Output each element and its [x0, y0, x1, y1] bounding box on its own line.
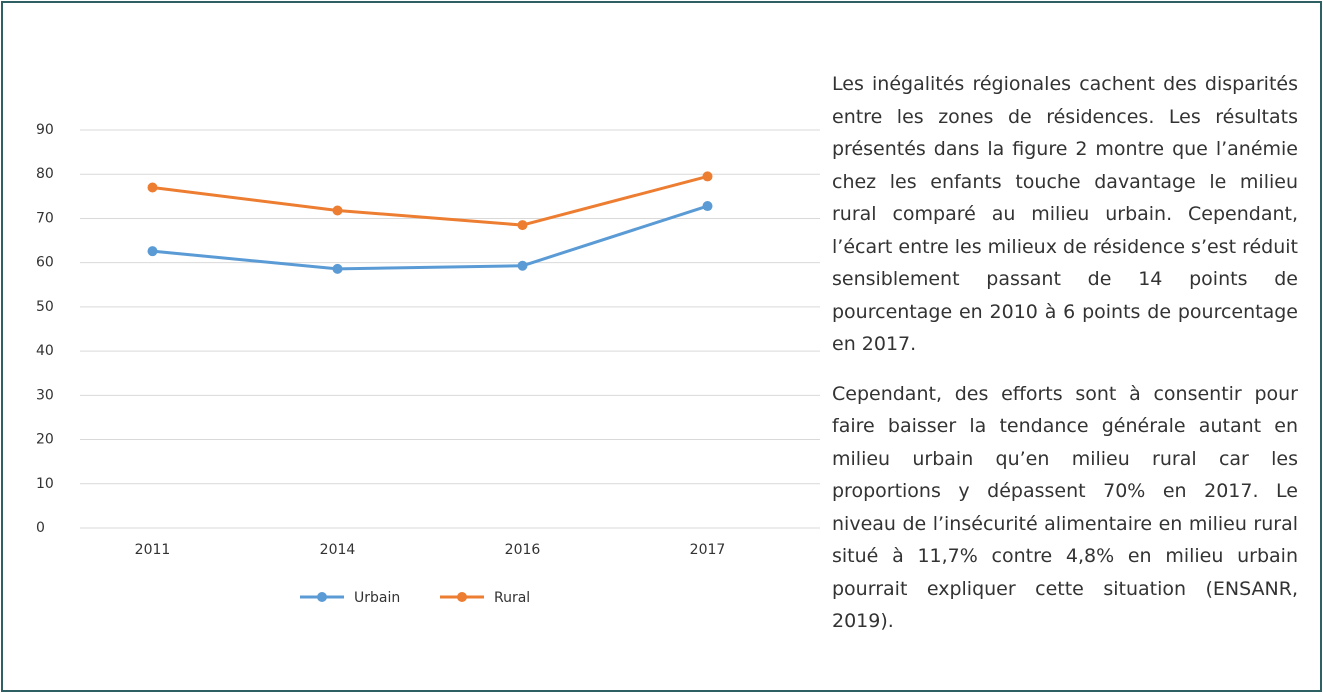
point — [517, 260, 528, 271]
paragraph: Les inégalités régionales cachent des di… — [832, 73, 1298, 355]
point — [702, 171, 713, 182]
y-tick-label: 90 — [36, 122, 54, 138]
series-line — [152, 174, 708, 227]
x-tick-label: 2011 — [135, 542, 171, 558]
legend-label: Rural — [494, 590, 530, 606]
legend-label: Urbain — [354, 590, 400, 606]
paragraph: Cependant, des efforts sont à consentir … — [832, 382, 1298, 633]
y-tick-label: 30 — [36, 387, 54, 403]
legend-marker — [317, 592, 327, 602]
y-tick-label: 40 — [36, 343, 54, 359]
series-line — [152, 204, 708, 271]
point — [332, 205, 343, 216]
point — [702, 201, 713, 212]
y-tick-label: 50 — [36, 299, 54, 315]
x-tick-label: 2014 — [320, 542, 356, 558]
x-tick-label: 2016 — [505, 542, 541, 558]
point — [332, 263, 343, 274]
text-column: Les inégalités régionales cachent des di… — [832, 68, 1298, 655]
y-tick-label: 70 — [36, 210, 54, 226]
y-tick-label: 10 — [36, 476, 54, 492]
legend-marker — [457, 592, 467, 602]
point — [147, 182, 158, 193]
y-tick-label: 80 — [36, 166, 54, 182]
y-tick-label: 20 — [36, 432, 54, 448]
x-tick-label: 2017 — [690, 542, 726, 558]
y-tick-label: 60 — [36, 255, 54, 271]
point — [517, 220, 528, 231]
point — [147, 246, 158, 257]
chart: 0 10 20 30 40 50 60 70 80 90 2011 2014 2016 2017 Urbai… — [36, 122, 820, 606]
y-tick-label: 0 — [36, 520, 45, 536]
